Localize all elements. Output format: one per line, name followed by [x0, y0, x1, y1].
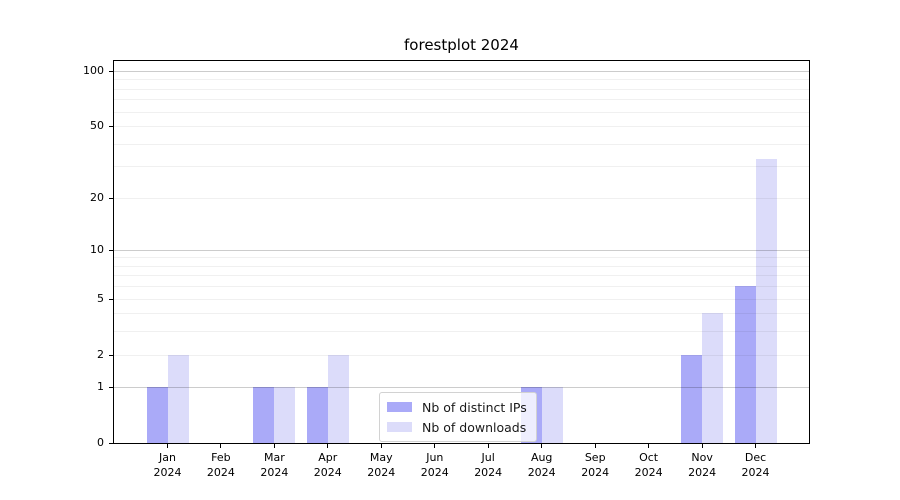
x-tick-mark-oct — [648, 444, 650, 448]
x-tick-mark-feb — [220, 444, 222, 448]
legend: Nb of distinct IPs Nb of downloads — [379, 392, 537, 442]
gridline-minor-40 — [114, 143, 809, 145]
x-tick-label-feb: Feb 2024 — [206, 451, 235, 479]
chart-title: forestplot 2024 — [404, 36, 519, 54]
y-tick-mark-5 — [109, 298, 113, 300]
gridline-minor-7 — [114, 275, 809, 277]
gridline-minor-6 — [114, 286, 809, 288]
gridline-minor-20 — [114, 197, 809, 199]
gridline-minor-70 — [114, 99, 809, 101]
x-tick-label-oct: Oct 2024 — [634, 451, 663, 479]
bar-downloads-nov — [702, 313, 724, 443]
gridline-major-10 — [114, 249, 809, 251]
y-tick-mark-0 — [109, 443, 113, 444]
x-tick-label-jul: Jul 2024 — [474, 451, 503, 479]
bar-downloads-jan — [167, 354, 189, 443]
gridline-minor-5 — [114, 298, 809, 300]
bar-downloads-aug — [541, 387, 563, 443]
plot-area: Nb of distinct IPs Nb of downloads — [113, 60, 810, 444]
x-tick-label-aug: Aug 2024 — [527, 451, 556, 479]
gridline-minor-60 — [114, 111, 809, 113]
x-tick-label-mar: Mar 2024 — [260, 451, 289, 479]
legend-item-distinct-ips: Nb of distinct IPs — [387, 399, 527, 415]
x-tick-mark-sep — [594, 444, 596, 448]
gridline-minor-80 — [114, 88, 809, 90]
x-tick-mark-aug — [541, 444, 543, 448]
gridline-minor-4 — [114, 313, 809, 315]
x-tick-label-apr: Apr 2024 — [313, 451, 342, 479]
y-tick-label-10: 10 — [90, 242, 104, 256]
legend-swatch-downloads — [387, 422, 412, 432]
y-tick-label-2: 2 — [97, 347, 104, 361]
bar-distinct-ips-apr — [306, 387, 328, 443]
bar-distinct-ips-nov — [681, 354, 703, 443]
legend-swatch-distinct-ips — [387, 402, 412, 412]
gridline-minor-8 — [114, 265, 809, 267]
x-tick-mark-jul — [487, 444, 489, 448]
y-tick-label-0: 0 — [97, 436, 104, 449]
y-tick-mark-50 — [109, 126, 113, 128]
bar-downloads-dec — [755, 158, 777, 443]
x-tick-label-jun: Jun 2024 — [420, 451, 449, 479]
x-tick-mark-may — [380, 444, 382, 448]
bar-distinct-ips-mar — [253, 387, 275, 443]
x-tick-label-nov: Nov 2024 — [688, 451, 717, 479]
gridline-minor-30 — [114, 166, 809, 168]
gridline-major-100 — [114, 71, 809, 72]
bar-distinct-ips-dec — [734, 286, 756, 443]
y-tick-mark-1 — [109, 387, 113, 389]
y-tick-label-100: 100 — [83, 64, 104, 77]
x-tick-mark-nov — [701, 444, 703, 448]
y-tick-mark-2 — [109, 354, 113, 356]
y-tick-mark-10 — [109, 249, 113, 251]
gridline-minor-90 — [114, 79, 809, 81]
x-tick-mark-jan — [167, 444, 168, 448]
y-tick-label-5: 5 — [97, 291, 104, 305]
x-tick-mark-dec — [755, 444, 756, 448]
legend-label-downloads: Nb of downloads — [422, 419, 527, 435]
gridline-minor-50 — [114, 126, 809, 128]
x-tick-label-jan: Jan 2024 — [153, 451, 182, 479]
legend-label-distinct-ips: Nb of distinct IPs — [422, 399, 527, 415]
x-tick-mark-jun — [434, 444, 436, 448]
y-tick-mark-20 — [109, 197, 113, 199]
x-tick-label-may: May 2024 — [367, 451, 396, 479]
gridline-minor-9 — [114, 257, 809, 259]
grid-layer — [114, 61, 809, 443]
bar-downloads-apr — [327, 354, 349, 443]
x-tick-mark-apr — [327, 444, 329, 448]
bar-downloads-mar — [274, 387, 296, 443]
y-tick-label-20: 20 — [90, 190, 104, 204]
x-tick-label-sep: Sep 2024 — [581, 451, 610, 479]
y-tick-mark-100 — [109, 71, 113, 72]
gridline-minor-2 — [114, 354, 809, 356]
gridline-minor-3 — [114, 331, 809, 333]
gridline-major-1 — [114, 387, 809, 389]
x-tick-label-dec: Dec 2024 — [741, 451, 770, 479]
legend-item-downloads: Nb of downloads — [387, 419, 527, 435]
x-tick-mark-mar — [273, 444, 275, 448]
bar-distinct-ips-jan — [146, 387, 168, 443]
y-tick-label-50: 50 — [90, 119, 104, 133]
y-tick-label-1: 1 — [97, 380, 104, 394]
